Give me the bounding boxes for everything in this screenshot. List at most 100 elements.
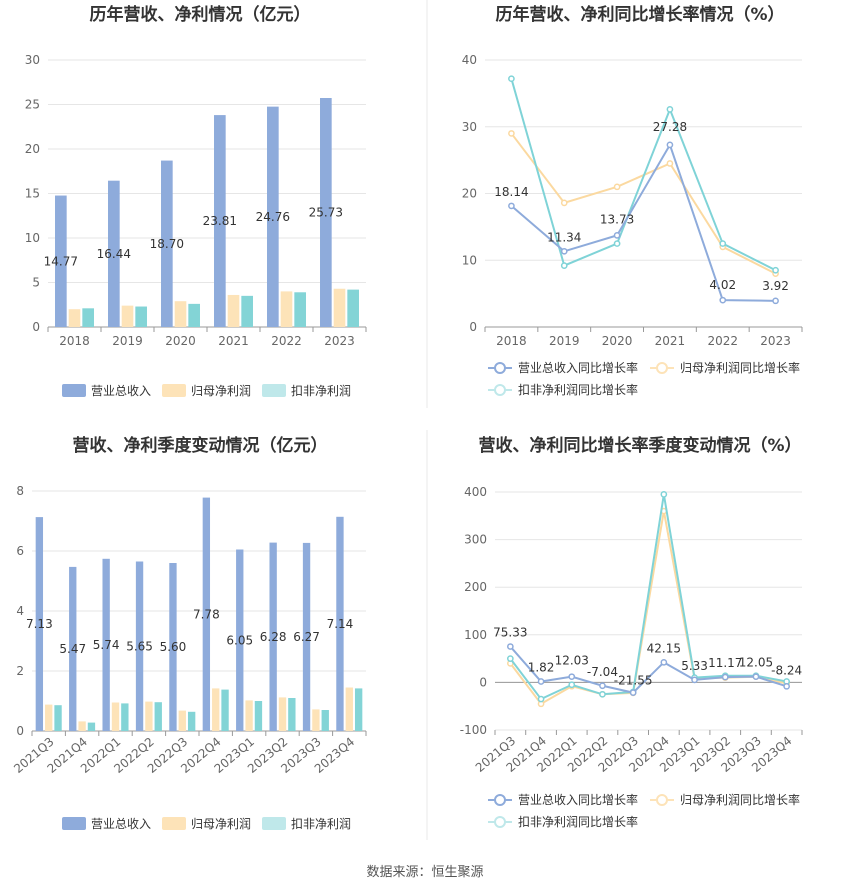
chart4-legend[interactable]: 营业总收入同比增长率 归母净利润同比增长率 扣非净利润同比增长率	[488, 792, 800, 829]
c1-bar-revenue	[267, 106, 279, 327]
legend-revenue-growth-q[interactable]: 营业总收入同比增长率	[518, 792, 638, 807]
c3-ytick: 0	[16, 724, 24, 738]
c2-point-revenue-growth	[666, 141, 674, 149]
c3-ytick: 8	[16, 484, 24, 498]
c4-data-label: 75.33	[493, 626, 527, 640]
c3-bar-revenue	[69, 566, 77, 731]
c1-data-label: 24.76	[256, 210, 290, 224]
c1-bar-deducted-profit	[135, 306, 147, 327]
c1-bar-deducted-profit	[82, 308, 94, 327]
c1-ytick: 5	[32, 276, 40, 290]
legend-parent[interactable]: 归母净利润	[191, 384, 251, 398]
legend-marker-revenue-growth-q	[494, 794, 506, 806]
c2-point-parent-growth	[560, 199, 568, 207]
c2-ytick: 20	[462, 187, 477, 201]
legend-deducted-q[interactable]: 扣非净利润	[291, 817, 351, 831]
legend-parent-q[interactable]: 归母净利润	[191, 817, 251, 831]
c3-bar-deducted-profit	[87, 722, 96, 731]
c1-xtick-label: 2019	[112, 334, 143, 348]
c3-bar-parent-profit	[212, 688, 220, 731]
c1-ytick: 30	[25, 53, 40, 67]
chart4-quarterly-growth: -100 0 100 200 300 400 75.33 1.82 12.03-7.04-21.…	[460, 485, 803, 775]
c3-bar-parent-profit	[312, 709, 320, 731]
c3-bar-deducted-profit	[154, 702, 162, 731]
c2-point-revenue-growth	[719, 296, 727, 304]
chart3-quarterly-revenue-profit: 0 2 4 6 8 7.13 5.47 5.74 5.65 5.60 7.78 6.05 6.28 6.2…	[11, 484, 367, 776]
c3-bar-parent-profit	[278, 697, 287, 731]
c3-bar-deducted-profit	[221, 689, 229, 731]
c3-bar-revenue	[236, 549, 244, 731]
legend-parent-growth[interactable]: 归母净利润同比增长率	[680, 360, 800, 375]
c1-bar-revenue	[214, 115, 226, 327]
c1-data-label: 25.73	[309, 206, 343, 220]
c1-xtick-label: 2021	[218, 334, 249, 348]
c1-data-label: 16.44	[97, 247, 131, 261]
c4-point-revenue-growth	[537, 678, 545, 685]
c4-point-deducted-growth	[507, 655, 514, 662]
chart1-annual-revenue-profit: 0 5 10 15 20 25 30 14.77 16.44 18.70 23.81 24.76 25.…	[25, 53, 367, 348]
c4-data-label: 11.17	[708, 656, 742, 670]
c3-data-label: 6.27	[293, 630, 320, 644]
chart3-legend[interactable]: 营业总收入 归母净利润 扣非净利润	[62, 817, 351, 831]
legend-marker-revenue-growth	[494, 362, 506, 374]
legend-parent-growth-q[interactable]: 归母净利润同比增长率	[680, 792, 800, 807]
c3-bar-deducted-profit	[354, 688, 363, 731]
chart2-annual-growth: 0 10 20 30 40 18.14 11.34 13.73 27.28 4.02 3.92 201…	[462, 53, 803, 348]
legend-revenue-q[interactable]: 营业总收入	[91, 817, 151, 831]
legend-revenue-growth[interactable]: 营业总收入同比增长率	[518, 360, 638, 375]
c2-xtick-label: 2018	[496, 334, 527, 348]
c2-ytick: 40	[462, 53, 477, 67]
c3-data-label: 6.28	[260, 630, 287, 644]
c3-bar-parent-profit	[45, 704, 53, 731]
c1-ytick: 25	[25, 98, 40, 112]
c2-data-label: 18.14	[494, 185, 528, 199]
legend-marker-deducted-growth-q	[494, 816, 506, 828]
c1-bar-revenue	[55, 195, 67, 327]
c4-data-label: -7.04	[587, 665, 618, 679]
c2-ytick: 30	[462, 120, 477, 134]
c4-point-revenue-growth	[721, 673, 729, 681]
legend-swatch-parent-q	[162, 817, 186, 830]
legend-revenue[interactable]: 营业总收入	[91, 384, 151, 398]
c3-bar-parent-profit	[111, 702, 120, 731]
legend-swatch-parent	[162, 384, 186, 397]
c1-bar-deducted-profit	[294, 292, 306, 327]
c2-data-label: 11.34	[547, 230, 581, 244]
c3-bar-parent-profit	[178, 710, 186, 731]
c3-bar-parent-profit	[78, 721, 86, 731]
c4-data-label: 12.05	[739, 656, 773, 670]
c1-bar-deducted-profit	[188, 303, 200, 327]
legend-deducted-growth[interactable]: 扣非净利润同比增长率	[518, 382, 638, 397]
chart2-legend[interactable]: 营业总收入同比增长率 归母净利润同比增长率 扣非净利润同比增长率	[488, 360, 800, 397]
c4-line-deducted-growth	[509, 494, 787, 701]
c2-point-deducted-growth	[508, 75, 515, 83]
c3-bar-revenue	[202, 497, 211, 731]
c3-bar-deducted-profit	[121, 703, 129, 731]
c2-point-parent-growth	[666, 160, 674, 167]
c1-data-label: 14.77	[44, 254, 78, 268]
c4-point-deducted-growth	[599, 690, 606, 698]
c2-xtick-label: 2021	[655, 334, 686, 348]
c3-bar-parent-profit	[345, 687, 353, 731]
c2-data-label: 13.73	[600, 212, 634, 226]
c2-point-deducted-growth	[719, 240, 727, 247]
c4-point-revenue-growth	[660, 658, 668, 666]
chart1-legend[interactable]: 营业总收入 归母净利润 扣非净利润	[62, 384, 351, 398]
c4-ytick: 400	[464, 485, 487, 499]
legend-swatch-deducted	[262, 384, 286, 397]
c1-bar-deducted-profit	[347, 289, 359, 327]
c3-bar-deducted-profit	[187, 711, 196, 731]
c1-data-label: 18.70	[150, 237, 184, 251]
chart2-title: 历年营收、净利同比增长率情况（%）	[495, 4, 784, 25]
c1-ytick: 20	[25, 142, 40, 156]
c2-point-revenue-growth	[508, 202, 515, 210]
legend-deducted[interactable]: 扣非净利润	[291, 384, 351, 398]
legend-deducted-growth-q[interactable]: 扣非净利润同比增长率	[518, 814, 638, 829]
c3-data-label: 5.60	[160, 640, 187, 654]
legend-swatch-revenue-q	[62, 817, 86, 830]
c2-ytick: 0	[469, 320, 477, 334]
c2-data-label: 27.28	[653, 120, 687, 134]
chart1-title: 历年营收、净利情况（亿元）	[90, 4, 311, 25]
c1-bar-parent-profit	[68, 309, 81, 327]
